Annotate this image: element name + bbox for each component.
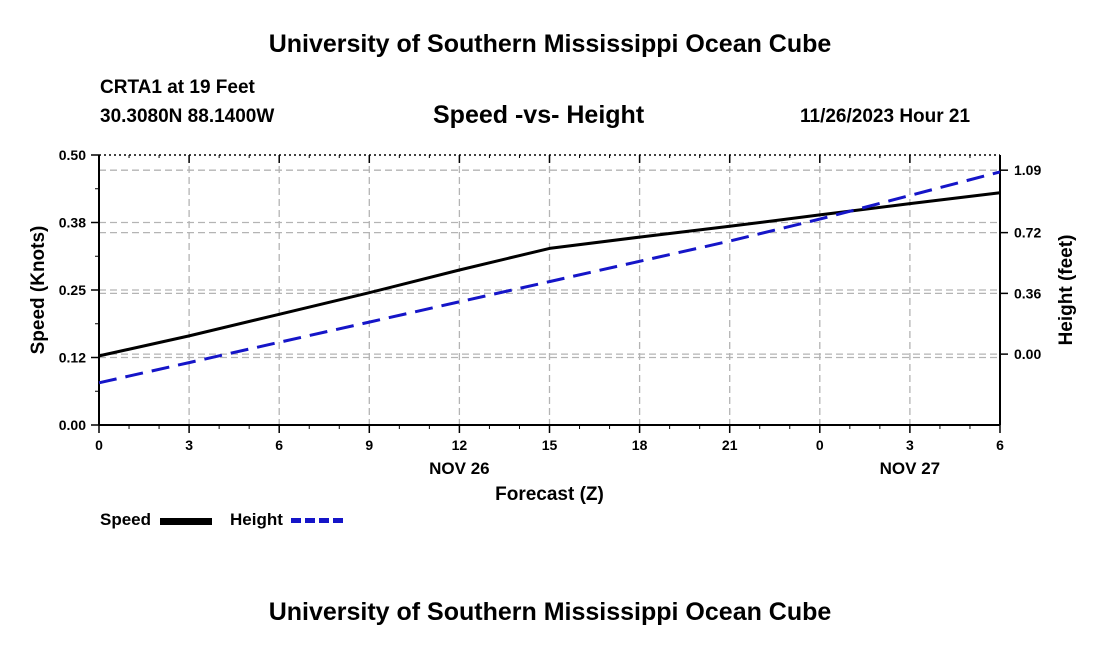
y-tick-label: 0.12 bbox=[59, 350, 86, 366]
x-tick-label: 21 bbox=[722, 437, 738, 453]
date-label: NOV 26 bbox=[429, 459, 489, 478]
footer-title: University of Southern Mississippi Ocean… bbox=[268, 598, 832, 626]
station-label: CRTA1 at 19 Feet bbox=[100, 77, 255, 98]
chart-subtitle: Speed -vs- Height bbox=[433, 101, 645, 129]
x-tick-label: 15 bbox=[542, 437, 558, 453]
forecast-datetime: 11/26/2023 Hour 21 bbox=[800, 106, 971, 127]
x-tick-label: 12 bbox=[452, 437, 468, 453]
y-tick-label: 0.38 bbox=[59, 215, 86, 231]
x-tick-label: 3 bbox=[906, 437, 914, 453]
x-tick-label: 6 bbox=[996, 437, 1004, 453]
x-tick-label: 9 bbox=[365, 437, 373, 453]
legend-height-label: Height bbox=[230, 510, 283, 529]
y2-tick-label: 1.09 bbox=[1014, 162, 1041, 178]
y2-tick-label: 0.00 bbox=[1014, 346, 1041, 362]
y-tick-label: 0.25 bbox=[59, 282, 86, 298]
y2-axis-title: Height (feet) bbox=[1056, 235, 1077, 346]
y-tick-label: 0.50 bbox=[59, 147, 86, 163]
y-axis-title: Speed (Knots) bbox=[28, 226, 49, 355]
legend-speed-label: Speed bbox=[100, 510, 152, 529]
x-tick-label: 0 bbox=[816, 437, 824, 453]
x-tick-label: 6 bbox=[275, 437, 283, 453]
x-tick-label: 18 bbox=[632, 437, 648, 453]
x-tick-label: 3 bbox=[185, 437, 193, 453]
x-tick-label: 0 bbox=[95, 437, 103, 453]
date-label: NOV 27 bbox=[880, 459, 940, 478]
legend-speed-swatch bbox=[160, 518, 212, 525]
legend-height-swatch bbox=[291, 518, 343, 523]
station-coordinates: 30.3080N 88.1400W bbox=[100, 106, 275, 127]
y2-tick-label: 0.72 bbox=[1014, 225, 1041, 241]
x-axis-title: Forecast (Z) bbox=[495, 484, 604, 505]
series-line-height bbox=[98, 170, 1001, 385]
y2-tick-label: 0.36 bbox=[1014, 285, 1041, 301]
y-tick-label: 0.00 bbox=[59, 417, 86, 433]
page-title: University of Southern Mississippi Ocean… bbox=[268, 30, 832, 58]
